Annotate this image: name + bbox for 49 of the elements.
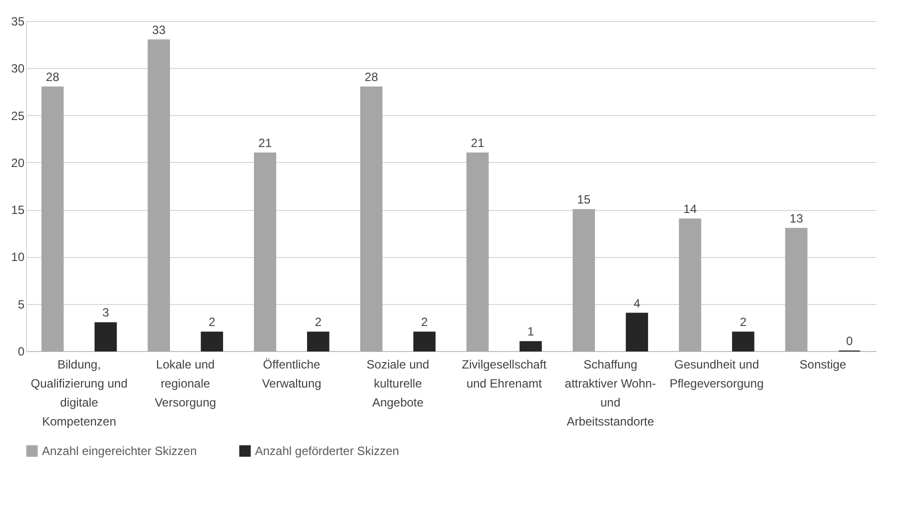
bar bbox=[785, 228, 808, 352]
bar bbox=[307, 332, 330, 352]
y-tick-label: 20 bbox=[11, 156, 25, 170]
data-label: 2 bbox=[740, 315, 747, 330]
y-tick-label: 30 bbox=[11, 62, 25, 76]
data-label: 21 bbox=[470, 136, 485, 150]
bar bbox=[41, 86, 64, 352]
data-label: 4 bbox=[634, 296, 641, 310]
data-label: 28 bbox=[364, 70, 378, 84]
data-label: 28 bbox=[46, 70, 60, 84]
bar bbox=[626, 312, 648, 352]
bar bbox=[413, 332, 436, 352]
legend-label: Anzahl geförderter Skizzen bbox=[255, 444, 400, 458]
data-label: 2 bbox=[208, 315, 216, 330]
bar bbox=[360, 86, 382, 352]
data-label: 2 bbox=[314, 315, 322, 330]
data-label: 0 bbox=[846, 334, 854, 348]
data-label: 21 bbox=[258, 136, 272, 150]
bar bbox=[254, 152, 276, 352]
legend-label: Anzahl eingereichter Skizzen bbox=[42, 444, 197, 458]
y-tick-label: 35 bbox=[11, 14, 25, 28]
data-label: 2 bbox=[421, 315, 428, 330]
y-tick-label: 10 bbox=[11, 250, 25, 264]
x-tick-label: Lokale und regionale Versorgung bbox=[154, 358, 216, 410]
bar bbox=[678, 218, 702, 352]
x-tick-label: Schaffung attraktiver Wohn- und Arbeitsstandorte bbox=[564, 358, 656, 428]
data-label: 3 bbox=[102, 306, 110, 320]
x-tick-label: Bildung, Qualifizierung und digitale Kompetenzen bbox=[30, 358, 128, 428]
data-label: 13 bbox=[790, 211, 804, 226]
y-tick-label: 15 bbox=[11, 203, 25, 218]
data-label: 15 bbox=[577, 192, 591, 207]
bar bbox=[466, 152, 489, 352]
x-tick-label: Soziale und kulturelle Angebote bbox=[366, 358, 430, 410]
x-tick-label: Zivilgesellschaft und Ehrenamt bbox=[462, 358, 548, 390]
bar bbox=[520, 341, 542, 352]
bar bbox=[572, 209, 595, 352]
y-tick-label: 0 bbox=[18, 344, 25, 358]
x-tick-label: Gesundheit und Pflegeversorgung bbox=[670, 358, 764, 390]
data-label: 1 bbox=[527, 324, 534, 339]
data-label: 14 bbox=[683, 202, 698, 216]
data-label: 33 bbox=[152, 22, 166, 37]
x-tick-label: Sonstige bbox=[800, 358, 847, 372]
bar bbox=[94, 322, 117, 352]
x-tick-label: Öffentliche Verwaltung bbox=[262, 358, 322, 390]
bar bbox=[200, 332, 224, 352]
y-tick-label: 5 bbox=[18, 297, 25, 312]
y-tick-label: 25 bbox=[11, 108, 25, 123]
bar bbox=[148, 39, 170, 352]
bar bbox=[732, 332, 754, 352]
